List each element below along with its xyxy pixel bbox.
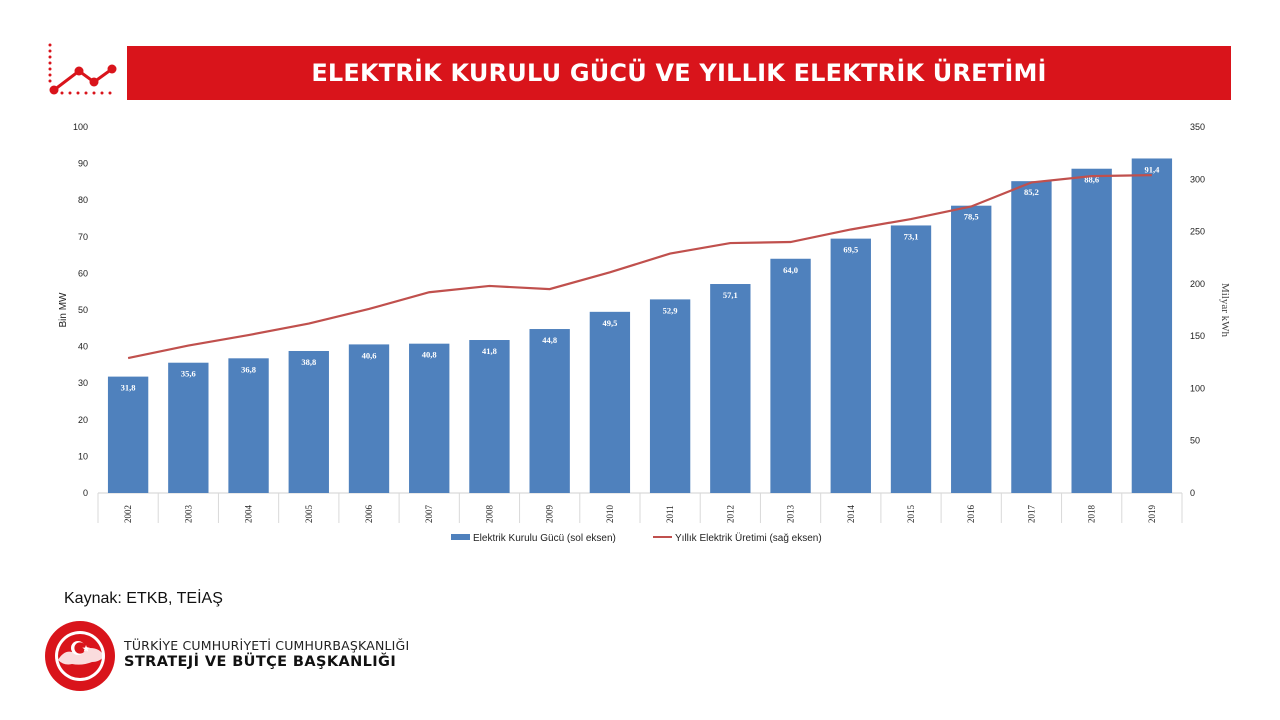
bar: [951, 205, 992, 493]
bar: [830, 238, 871, 493]
bar-data-label: 88,6: [1084, 175, 1099, 185]
x-tick-label: 2017: [1026, 505, 1036, 524]
legend-bar-swatch: [451, 534, 470, 540]
legend: Elektrik Kurulu Gücü (sol eksen) Yıllık …: [451, 532, 822, 544]
y-axis-title-left: Bin MW: [58, 292, 69, 328]
bar-data-label: 31,8: [121, 383, 136, 393]
bar: [228, 358, 269, 493]
bar-data-label: 44,8: [542, 335, 557, 345]
x-axis-ticks: 2002 2003 2004 2005 2006 2007 2008 2009 2010 2011…: [97, 493, 1183, 524]
bar: [770, 258, 811, 493]
bar: [649, 299, 691, 493]
bar: [1131, 158, 1173, 493]
y-tick-right: 200: [1190, 279, 1205, 289]
data-labels: 31,8 35,6 36,8 38,8 40,6 40,8 41,8 44,8 49,5 52,9…: [121, 164, 1160, 392]
bar-data-label: 91,4: [1144, 164, 1160, 174]
production-line: [127, 174, 1152, 360]
y-tick-right: 50: [1190, 436, 1200, 446]
y-tick-left: 100: [73, 122, 88, 132]
bar: [1071, 168, 1112, 493]
bar-data-label: 41,8: [482, 346, 497, 356]
y-tick-left: 10: [78, 451, 88, 461]
x-tick-label: 2019: [1147, 505, 1157, 524]
y-tick-left: 80: [78, 195, 88, 205]
y-tick-left: 30: [78, 378, 88, 388]
bar: [1011, 181, 1052, 493]
y-tick-right: 150: [1190, 331, 1205, 341]
bar: [469, 340, 510, 493]
y-tick-left: 50: [78, 305, 88, 315]
x-tick-label: 2004: [244, 505, 254, 524]
bar: [168, 362, 209, 493]
bar-data-label: 40,8: [422, 350, 437, 360]
x-tick-label: 2003: [183, 505, 193, 524]
y-tick-left: 20: [78, 415, 88, 425]
bar: [409, 343, 450, 493]
bar: [589, 311, 631, 493]
bar: [107, 376, 149, 493]
page-title: ELEKTRİK KURULU GÜCÜ VE YILLIK ELEKTRİK …: [311, 59, 1047, 87]
org-name-line1: TÜRKİYE CUMHURİYETİ CUMHURBAŞKANLIĞI: [124, 638, 410, 653]
bar-data-label: 69,5: [843, 245, 858, 255]
bar-data-label: 85,2: [1024, 187, 1039, 197]
page-title-bar: ELEKTRİK KURULU GÜCÜ VE YILLIK ELEKTRİK …: [127, 46, 1231, 100]
bar: [710, 284, 751, 493]
y-tick-right: 100: [1190, 383, 1205, 393]
x-tick-label: 2005: [304, 505, 314, 524]
x-tick-label: 2009: [545, 505, 555, 524]
left-axis: 0 10 20 30 40 50 60 70 80 90 100: [73, 122, 88, 498]
y-tick-right: 0: [1190, 488, 1195, 498]
x-tick-label: 2011: [665, 505, 675, 523]
x-tick-label: 2014: [846, 505, 856, 524]
bar-data-label: 64,0: [783, 265, 798, 275]
x-tick-label: 2007: [424, 505, 434, 524]
y-tick-right: 300: [1190, 174, 1205, 184]
trend-logo-icon: [48, 43, 117, 95]
x-tick-label: 2002: [123, 505, 133, 523]
bar: [348, 344, 390, 493]
y-tick-right: 350: [1190, 122, 1205, 132]
bar-data-label: 35,6: [181, 369, 196, 379]
bar: [288, 350, 329, 493]
legend-line-label: Yıllık Elektrik Üretimi (sağ eksen): [675, 532, 822, 544]
bar-data-label: 38,8: [301, 357, 316, 367]
y-tick-left: 70: [78, 232, 88, 242]
y-tick-left: 90: [78, 159, 88, 169]
x-tick-label: 2010: [605, 505, 615, 524]
bar-data-label: 36,8: [241, 364, 256, 374]
y-tick-right: 250: [1190, 227, 1205, 237]
x-tick-label: 2013: [786, 505, 796, 524]
bar-data-label: 57,1: [723, 290, 738, 300]
legend-bar-label: Elektrik Kurulu Gücü (sol eksen): [473, 533, 616, 544]
y-axis-title-right: Milyar kWh: [1219, 283, 1231, 338]
bar-data-label: 73,1: [904, 231, 919, 241]
y-tick-left: 0: [83, 488, 88, 498]
bar: [529, 329, 570, 493]
y-tick-left: 60: [78, 268, 88, 278]
source-note: Kaynak: ETKB, TEİAŞ: [64, 590, 223, 607]
bar-data-label: 40,6: [362, 350, 377, 360]
x-tick-label: 2008: [484, 505, 494, 524]
bar-data-label: 52,9: [663, 305, 678, 315]
bar-data-label: 78,5: [964, 212, 979, 222]
x-tick-label: 2016: [966, 505, 976, 524]
bar-data-label: 49,5: [602, 318, 617, 328]
x-tick-label: 2012: [725, 505, 735, 523]
institution-seal-icon: [45, 621, 115, 691]
x-tick-label: 2018: [1087, 505, 1097, 524]
bar: [890, 225, 932, 494]
x-tick-label: 2015: [906, 505, 916, 524]
x-tick-label: 2006: [364, 505, 374, 524]
org-name-line2: STRATEJİ VE BÜTÇE BAŞKANLIĞI: [124, 654, 397, 670]
bar-series: [107, 158, 1173, 494]
y-tick-left: 40: [78, 342, 88, 352]
right-axis: 0 50 100 150 200 250 300 350: [1190, 122, 1205, 498]
